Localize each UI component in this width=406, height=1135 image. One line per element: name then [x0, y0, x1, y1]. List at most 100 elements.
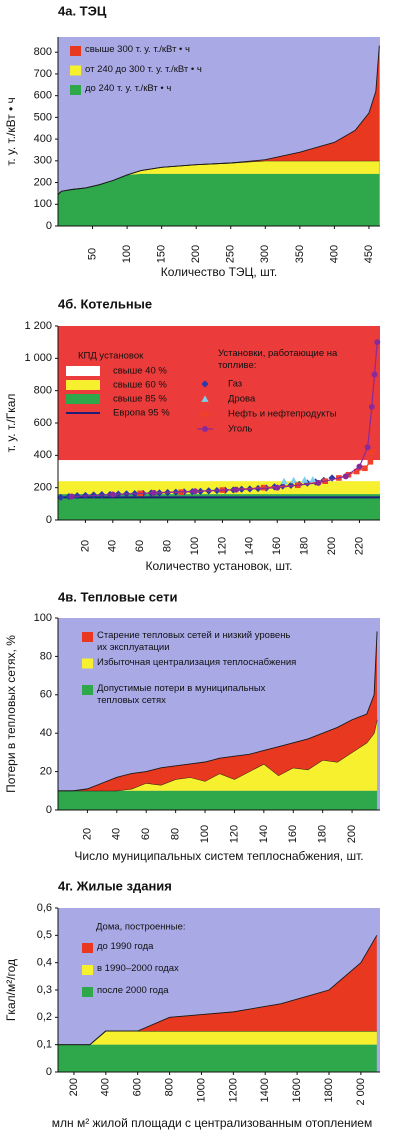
legend-label-box: после 2000 года [97, 985, 169, 996]
point [280, 477, 288, 485]
y-tick-label: 0 [46, 220, 52, 232]
band [58, 481, 380, 495]
legend-label: после 2000 года [97, 985, 169, 996]
y-tick-label: 400 [34, 133, 52, 145]
legend-label: Избыточная централизация теплоснабжения [97, 656, 297, 668]
y-axis-label: Потери в тепловых сетях, % [4, 635, 18, 793]
x-tick-label: 450 [363, 245, 375, 263]
legend-swatch [82, 632, 93, 642]
legend-label-box: Старение тепловых сетей и низкий уровень… [97, 630, 291, 653]
y-tick-label: 60 [40, 689, 52, 701]
x-tick-label: 40 [111, 828, 123, 840]
legend-label: Уголь [228, 424, 252, 435]
legend-swatch [70, 65, 81, 76]
legend-label: Газ [228, 379, 242, 390]
legend-title: КПД установок [78, 351, 144, 362]
legend-label: до 1990 года [97, 941, 154, 952]
y-tick-label: 200 [34, 482, 52, 494]
point [364, 444, 371, 451]
legend-swatch [66, 380, 100, 390]
point [342, 473, 349, 480]
x-tick-label: 600 [132, 1078, 144, 1096]
x-tick-label: 40 [107, 540, 119, 552]
legend-swatch [82, 658, 93, 669]
x-tick-label: 800 [163, 1078, 175, 1096]
x-tick-label: 1600 [291, 1078, 303, 1102]
y-tick-label: 800 [34, 385, 52, 397]
y-axis-label: Гкал/м²/год [4, 959, 18, 1021]
legend-label-box: Допустимые потери в муниципальных теплов… [97, 683, 265, 706]
y-tick-label: 0 [46, 804, 52, 816]
point [353, 468, 360, 475]
y-tick-label: 80 [40, 650, 52, 662]
legend-swatch [82, 987, 93, 997]
x-tick-label: 100 [199, 825, 211, 843]
legend-label: свыше 40 % [113, 366, 167, 377]
band [58, 460, 380, 482]
point [68, 493, 75, 500]
legend-label-box: в 1990–2000 годах [97, 963, 179, 974]
x-tick-label: 50 [86, 248, 98, 260]
x-tick-label: 2 000 [355, 1078, 367, 1106]
legend-swatch [82, 965, 93, 975]
y-axis-label: т. у. т./Гкал [4, 394, 18, 453]
point [274, 484, 281, 491]
y-tick-label: 300 [34, 155, 52, 167]
x-tick-label: 1200 [227, 1078, 239, 1102]
area [58, 719, 378, 791]
x-tick-label: 150 [156, 245, 168, 263]
x-axis-label: Число муниципальных систем теплоснабжени… [74, 849, 363, 863]
point [356, 463, 363, 470]
y-tick-label: 700 [34, 68, 52, 80]
legend-label: Нефть и нефтепродукты [228, 409, 337, 420]
legend-label-box: до 1990 года [97, 941, 154, 952]
y-tick-label: 0 [46, 1066, 52, 1078]
area [58, 1031, 377, 1045]
x-tick-label: 350 [294, 245, 306, 263]
x-tick-label: 80 [162, 540, 174, 552]
band [58, 326, 380, 461]
x-tick-label: 200 [190, 245, 202, 263]
chart-title: 4а. ТЭЦ [58, 3, 107, 18]
point [315, 479, 322, 486]
legend-label: Европа 95 % [113, 408, 170, 419]
y-tick-label: 0,5 [37, 929, 52, 941]
chart-title: 4в. Тепловые сети [58, 589, 177, 604]
y-tick-label: 100 [34, 198, 52, 210]
y-tick-label: 1 200 [24, 320, 52, 332]
point [109, 491, 116, 498]
point [367, 459, 374, 465]
point [57, 493, 65, 501]
legend-swatch [66, 394, 100, 404]
y-tick-label: 0 [46, 514, 52, 526]
y-tick-label: 0,2 [37, 1011, 52, 1023]
point [374, 339, 381, 346]
area [58, 173, 380, 226]
legend-title: Установки, работающие на топливе: [218, 348, 338, 371]
y-tick-label: 500 [34, 111, 52, 123]
legend-label: до 240 т. у. т./кВт • ч [85, 83, 172, 94]
legend-label: в 1990–2000 годах [97, 963, 179, 974]
y-axis-label: т. у. т./кВт • ч [4, 97, 18, 166]
x-tick-label: 300 [259, 245, 271, 263]
y-tick-label: 20 [40, 766, 52, 778]
point [370, 449, 376, 455]
legend-swatch [70, 46, 81, 56]
x-tick-label: 160 [271, 537, 283, 555]
y-tick-label: 100 [34, 612, 52, 624]
chart-title: 4г. Жилые здания [58, 878, 172, 893]
y-tick-label: 0,3 [37, 984, 52, 996]
legend-label: Старение тепловых сетей и низкий уровень… [97, 630, 291, 653]
legend-swatch [201, 395, 209, 402]
x-tick-label: 20 [79, 540, 91, 552]
y-tick-label: 0,4 [37, 957, 52, 969]
y-tick-label: 40 [40, 727, 52, 739]
area [58, 935, 377, 1045]
x-tick-label: 160 [287, 825, 299, 843]
legend-label-box: от 240 до 300 т. у. т./кВт • ч [85, 64, 202, 75]
x-tick-label: 100 [121, 245, 133, 263]
y-tick-label: 1 000 [24, 352, 52, 364]
x-tick-label: 180 [317, 825, 329, 843]
y-tick-label: 400 [34, 449, 52, 461]
